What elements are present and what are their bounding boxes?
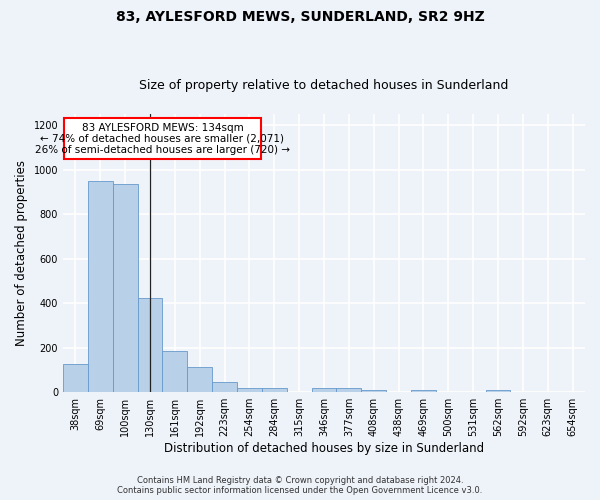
FancyBboxPatch shape [64, 118, 260, 159]
Bar [337, 388, 361, 392]
Bar [163, 352, 187, 392]
Text: ← 74% of detached houses are smaller (2,071): ← 74% of detached houses are smaller (2,… [40, 134, 284, 144]
Bar [311, 388, 337, 392]
Bar [411, 390, 436, 392]
Bar [63, 364, 88, 392]
Text: Contains HM Land Registry data © Crown copyright and database right 2024.
Contai: Contains HM Land Registry data © Crown c… [118, 476, 482, 495]
Bar [113, 184, 137, 392]
Bar [262, 388, 287, 392]
Bar [137, 298, 163, 392]
Bar [187, 366, 212, 392]
Y-axis label: Number of detached properties: Number of detached properties [15, 160, 28, 346]
Bar [212, 382, 237, 392]
Title: Size of property relative to detached houses in Sunderland: Size of property relative to detached ho… [139, 79, 509, 92]
Text: 26% of semi-detached houses are larger (720) →: 26% of semi-detached houses are larger (… [35, 145, 290, 155]
Text: 83, AYLESFORD MEWS, SUNDERLAND, SR2 9HZ: 83, AYLESFORD MEWS, SUNDERLAND, SR2 9HZ [116, 10, 484, 24]
Bar [237, 388, 262, 392]
Text: 83 AYLESFORD MEWS: 134sqm: 83 AYLESFORD MEWS: 134sqm [82, 123, 244, 133]
Bar [361, 390, 386, 392]
Bar [485, 390, 511, 392]
X-axis label: Distribution of detached houses by size in Sunderland: Distribution of detached houses by size … [164, 442, 484, 455]
Bar [88, 181, 113, 392]
